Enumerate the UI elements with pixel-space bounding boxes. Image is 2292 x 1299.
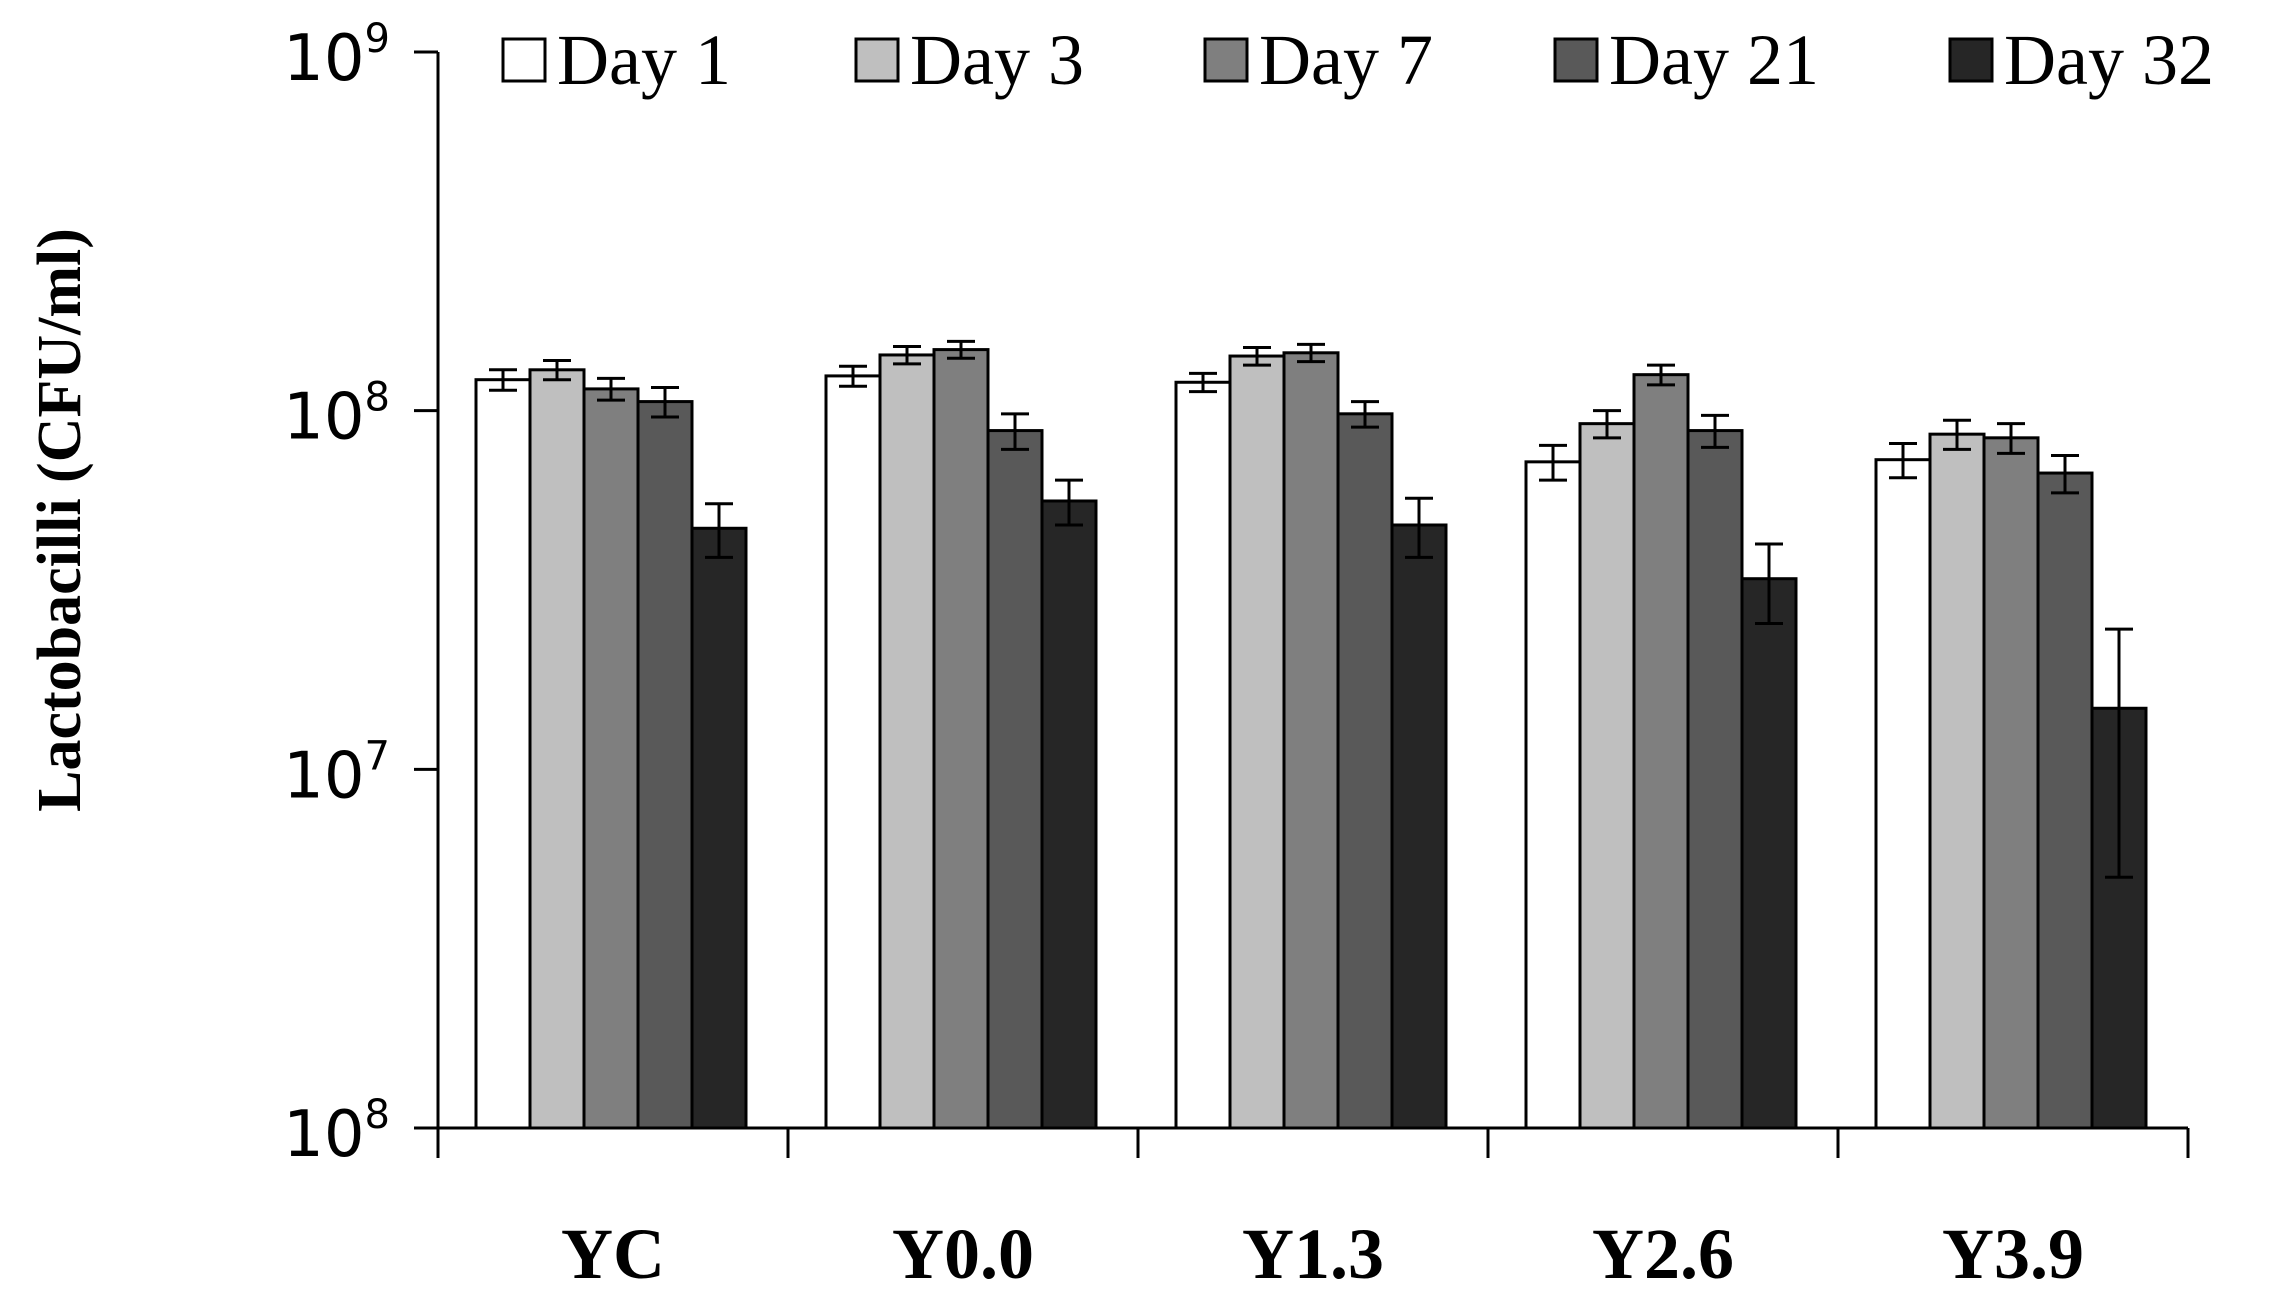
error-bar-day-32-yc [705, 502, 733, 559]
legend-label: Day 1 [557, 20, 731, 100]
legend-swatch [501, 37, 547, 83]
bar-day-3-y3-9 [1928, 432, 1986, 1130]
y-tick-label: 109 [283, 16, 390, 96]
legend-label: Day 32 [2004, 20, 2214, 100]
bar-day-7-y1-3 [1282, 351, 1340, 1130]
error-bar-day-1-yc [489, 368, 517, 392]
legend-item-day-7: Day 7 [1203, 20, 1433, 100]
y-axis-label: Lactobacilli (CFU/ml) [26, 228, 94, 812]
bar-day-21-yc [636, 400, 694, 1130]
error-bar-day-7-y0-0 [947, 339, 975, 360]
legend-swatch [1948, 37, 1994, 83]
error-bar-day-1-y3-9 [1889, 441, 1917, 480]
plot-area [474, 339, 2148, 1130]
bar-day-32-yc [690, 526, 748, 1130]
legend-swatch [1553, 37, 1599, 83]
error-bar-day-3-yc [543, 358, 571, 382]
legend-label: Day 3 [910, 20, 1084, 100]
bar-day-1-y3-9 [1874, 458, 1932, 1130]
x-category-label-y2-6: Y2.6 [1592, 1214, 1734, 1294]
x-category-label-y0-0: Y0.0 [892, 1214, 1034, 1294]
bar-day-21-y1-3 [1336, 412, 1394, 1130]
error-bar-day-3-y0-0 [893, 344, 921, 366]
y-tick-label: 108 [283, 375, 390, 455]
error-bar-day-21-y0-0 [1001, 412, 1029, 451]
legend-swatch [1203, 37, 1249, 83]
legend-item-day-3: Day 3 [854, 20, 1084, 100]
bar-day-7-y3-9 [1982, 436, 2040, 1130]
error-bar-day-32-y0-0 [1055, 478, 1083, 527]
bar-day-3-y0-0 [878, 353, 936, 1130]
bar-day-7-y0-0 [932, 348, 990, 1130]
legend-swatch [854, 37, 900, 83]
legend-item-day-32: Day 32 [1948, 20, 2214, 100]
bar-day-32-y2-6 [1740, 577, 1798, 1130]
legend-item-day-1: Day 1 [501, 20, 731, 100]
error-bar-day-32-y3-9 [2105, 627, 2133, 879]
bar-day-1-yc [474, 378, 532, 1130]
y-tick-label: 107 [283, 733, 390, 813]
error-bar-day-21-yc [651, 386, 679, 419]
legend: Day 1 Day 3 Day 7 Day 21 Day 32 [501, 20, 2214, 100]
error-bar-day-21-y2-6 [1701, 413, 1729, 449]
legend-label: Day 21 [1609, 20, 1819, 100]
error-bar-day-1-y0-0 [839, 364, 867, 388]
error-bar-day-7-y2-6 [1647, 363, 1675, 387]
bar-day-32-y0-0 [1040, 499, 1098, 1130]
bar-day-21-y0-0 [986, 429, 1044, 1130]
error-bar-day-32-y2-6 [1755, 542, 1783, 626]
bar-day-1-y2-6 [1524, 460, 1582, 1130]
bar-day-3-y2-6 [1578, 422, 1636, 1130]
bar-day-3-yc [528, 368, 586, 1130]
error-bar-day-1-y2-6 [1539, 443, 1567, 482]
error-bar-day-1-y1-3 [1189, 371, 1217, 394]
error-bar-day-32-y1-3 [1405, 496, 1433, 559]
error-bar-day-3-y1-3 [1243, 346, 1271, 367]
bar-day-21-y2-6 [1686, 429, 1744, 1130]
bar-day-1-y0-0 [824, 374, 882, 1130]
x-category-label-yc: YC [561, 1214, 665, 1294]
bar-day-7-yc [582, 387, 640, 1130]
axes: 108 107 108 109 YC Y0.0 Y1.3 Y2.6 Y3.9 [283, 16, 2190, 1294]
y-tick-label: 108 [283, 1092, 390, 1172]
bar-day-21-y3-9 [2036, 471, 2094, 1130]
error-bar-day-21-y3-9 [2051, 453, 2079, 495]
x-category-label-y1-3: Y1.3 [1242, 1214, 1384, 1294]
error-bar-day-3-y3-9 [1943, 418, 1971, 451]
error-bar-day-7-y3-9 [1997, 422, 2025, 455]
bar-day-7-y2-6 [1632, 373, 1690, 1130]
bar-day-3-y1-3 [1228, 354, 1286, 1130]
bar-day-32-y1-3 [1390, 523, 1448, 1130]
error-bar-day-7-y1-3 [1297, 342, 1325, 364]
x-category-label-y3-9: Y3.9 [1942, 1214, 2084, 1294]
bar-day-1-y1-3 [1174, 380, 1232, 1130]
legend-label: Day 7 [1259, 20, 1433, 100]
error-bar-day-7-yc [597, 376, 625, 402]
error-bar-day-3-y2-6 [1593, 409, 1621, 440]
legend-item-day-21: Day 21 [1553, 20, 1819, 100]
error-bar-day-21-y1-3 [1351, 400, 1379, 429]
